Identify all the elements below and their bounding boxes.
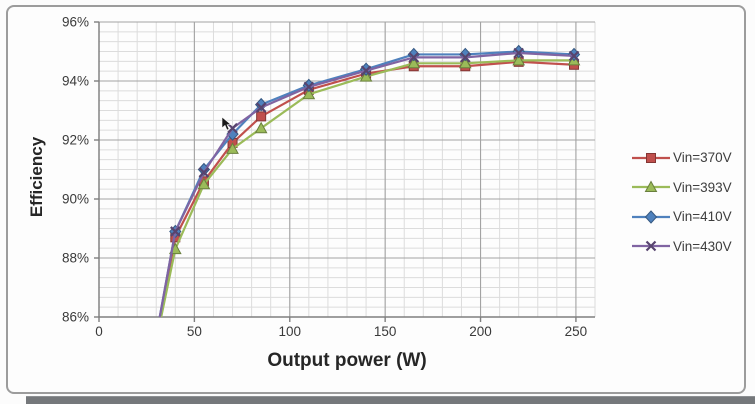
x-tick-label: 200 [469, 324, 492, 339]
legend-item-vin-370v: Vin=370V [631, 143, 751, 173]
y-tick-label: 86% [62, 310, 89, 325]
x-tick-label: 150 [374, 324, 397, 339]
legend-marker-square [632, 152, 670, 163]
y-tick-label: 96% [62, 15, 89, 30]
legend-marker-diamond [632, 210, 670, 224]
bottom-bar [26, 396, 755, 404]
legend-label: Vin=410V [673, 209, 732, 225]
series-vin-393v [160, 53, 581, 317]
y-tick-label: 88% [62, 251, 89, 266]
x-tick-label: 0 [95, 324, 103, 339]
x-tick-label: 50 [187, 324, 202, 339]
x-tick-label: 100 [279, 324, 302, 339]
legend-marker-triangle [632, 180, 670, 193]
legend-item-vin-430v: Vin=430V [631, 232, 751, 262]
y-tick-label: 90% [62, 192, 89, 207]
legend: Vin=370V Vin=393V Vin=410V Vin=430V [631, 143, 751, 261]
y-tick-label: 94% [62, 74, 89, 89]
legend-label: Vin=430V [673, 238, 732, 254]
axis-lines [94, 21, 595, 322]
legend-marker-x [632, 240, 670, 252]
series-vin-430v [158, 47, 580, 317]
cursor-icon [221, 116, 232, 131]
x-axis-title: Output power (W) [267, 350, 427, 371]
tick-labels: 86% 88% 90% 92% 94% 96% 0 50 100 150 200 250 [62, 15, 587, 340]
y-tick-label: 92% [62, 133, 89, 148]
legend-label: Vin=370V [673, 150, 732, 166]
legend-item-vin-410v: Vin=410V [631, 202, 751, 232]
x-tick-label: 250 [565, 324, 588, 339]
legend-item-vin-393v: Vin=393V [631, 173, 751, 203]
legend-label: Vin=393V [673, 179, 732, 195]
